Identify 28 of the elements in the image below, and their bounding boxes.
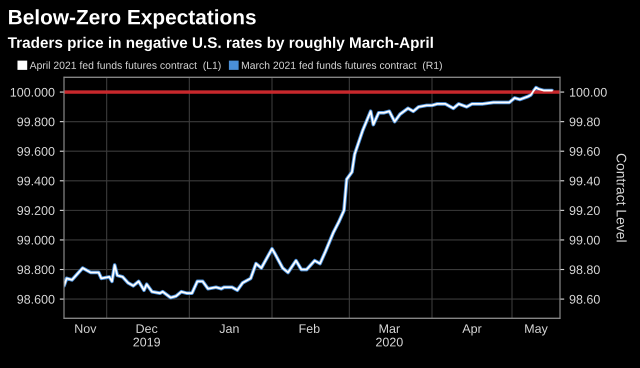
x-tick-label: May bbox=[525, 324, 548, 336]
x-tick-label: Nov bbox=[75, 324, 96, 334]
x-tick-label: Feb bbox=[300, 324, 320, 334]
x-tick-label: Jan bbox=[219, 324, 239, 334]
y2-tick-label: 99.40 bbox=[570, 176, 600, 186]
y2-tick-label: 99.80 bbox=[570, 117, 600, 126]
y-tick-label: 99.000 bbox=[17, 236, 54, 245]
y2-axis-title: Contract Level bbox=[616, 154, 627, 242]
y-tick-label: 99.600 bbox=[17, 147, 54, 156]
y-tick-label: 99.200 bbox=[17, 206, 54, 216]
y2-tick-label: 98.60 bbox=[570, 294, 600, 304]
y-tick-label: 99.800 bbox=[17, 117, 54, 126]
y2-tick-label: 99.20 bbox=[570, 206, 600, 216]
legend-label: April 2021 fed funds futures contract (L1) bbox=[30, 61, 221, 72]
y-tick-label: 98.800 bbox=[17, 265, 54, 274]
y-tick-label: 98.600 bbox=[17, 294, 54, 304]
y2-tick-label: 100.00 bbox=[570, 88, 607, 97]
chart-subtitle: Traders price in negative U.S. rates by roughly March-April bbox=[8, 36, 433, 52]
y-tick-label: 100.000 bbox=[10, 88, 54, 97]
x-tick-label: Mar 2020 bbox=[376, 324, 403, 347]
x-tick-label: Apr bbox=[462, 324, 482, 336]
x-tick-label: Dec 2019 bbox=[133, 324, 160, 347]
legend-label: March 2021 fed funds futures contract (R1) bbox=[242, 61, 442, 72]
y-tick-label: 99.400 bbox=[17, 176, 54, 186]
chart-title: Below-Zero Expectations bbox=[9, 9, 256, 29]
y2-tick-label: 99.60 bbox=[570, 147, 600, 156]
y2-tick-label: 98.80 bbox=[570, 265, 600, 274]
y2-tick-label: 99.00 bbox=[570, 236, 600, 245]
